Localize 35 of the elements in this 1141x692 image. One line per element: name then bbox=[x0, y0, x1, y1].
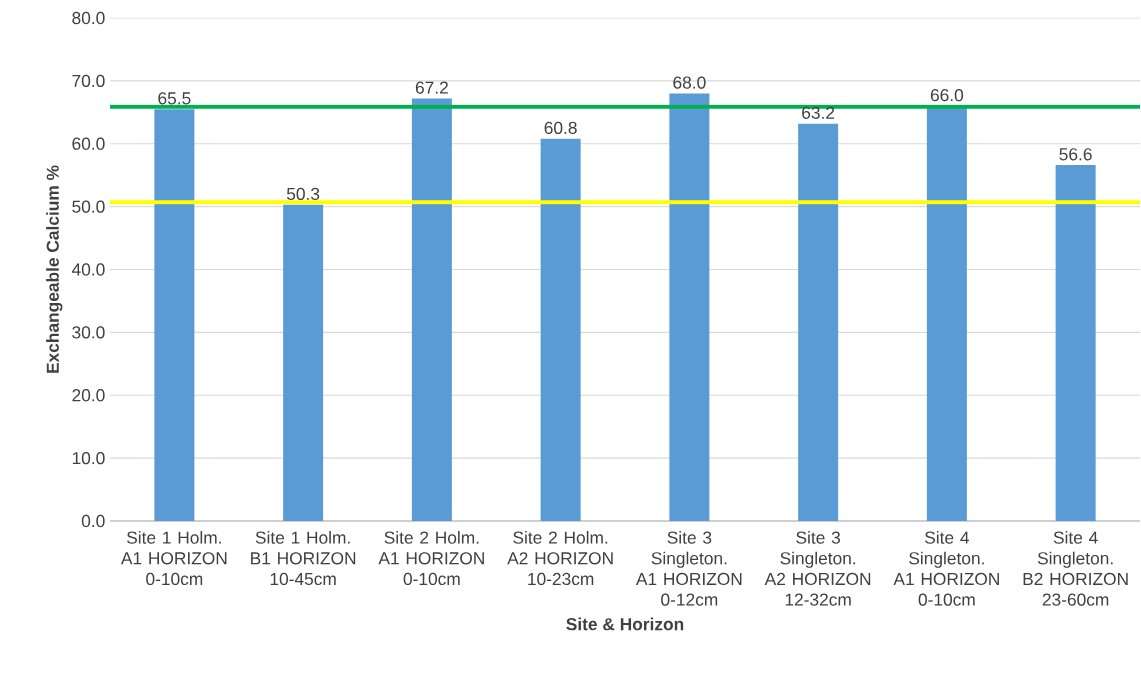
y-tick-label: 80.0 bbox=[72, 11, 105, 25]
x-axis-title: Site & Horizon bbox=[566, 617, 684, 631]
bar bbox=[154, 109, 195, 521]
data-label: 56.6 bbox=[1059, 148, 1092, 161]
x-tick-label: Site 2 Holm. A2 HORIZON 10-23cm bbox=[507, 531, 613, 586]
x-tick-label: Site 1 Holm. B1 HORIZON 10-45cm bbox=[251, 531, 356, 586]
x-tick-label: Site 3 Singleton. A1 HORIZON 0-12cm bbox=[635, 531, 742, 606]
bar bbox=[669, 93, 710, 521]
y-axis-title: Exchangeable Calcium % bbox=[46, 165, 63, 373]
y-tick-label: 20.0 bbox=[72, 389, 105, 402]
bar bbox=[283, 204, 324, 521]
bar bbox=[926, 106, 967, 521]
y-tick-label: 30.0 bbox=[72, 326, 105, 339]
data-label: 63.2 bbox=[802, 106, 835, 119]
x-tick-label: Site 3 Singleton. A2 HORIZON 12-32cm bbox=[764, 531, 871, 606]
y-tick-label: 10.0 bbox=[72, 451, 105, 465]
y-tick-label: 0.0 bbox=[81, 514, 105, 528]
x-tick-label: Site 1 Holm. A1 HORIZON 0-10cm bbox=[120, 531, 227, 586]
y-tick-label: 40.0 bbox=[71, 263, 105, 276]
bar bbox=[798, 123, 839, 521]
x-tick-label: Site 2 Holm. A1 HORIZON 0-10cm bbox=[378, 531, 484, 586]
data-label: 66.0 bbox=[930, 89, 964, 102]
bar bbox=[411, 98, 452, 521]
x-tick-label: Site 4 Singleton. A1 HORIZON 0-10cm bbox=[893, 531, 999, 606]
data-label: 65.5 bbox=[158, 92, 191, 105]
y-tick-label: 50.0 bbox=[72, 200, 105, 213]
y-tick-label: 60.0 bbox=[72, 137, 105, 150]
data-label: 67.2 bbox=[415, 81, 448, 94]
data-label: 60.8 bbox=[544, 121, 577, 134]
x-tick-label: Site 4 Singleton. B2 HORIZON 23-60cm bbox=[1023, 531, 1128, 606]
data-label: 50.3 bbox=[286, 187, 320, 201]
bar bbox=[540, 138, 581, 521]
data-label: 68.0 bbox=[673, 76, 706, 89]
y-tick-label: 70.0 bbox=[72, 74, 105, 88]
bar bbox=[1055, 165, 1096, 521]
